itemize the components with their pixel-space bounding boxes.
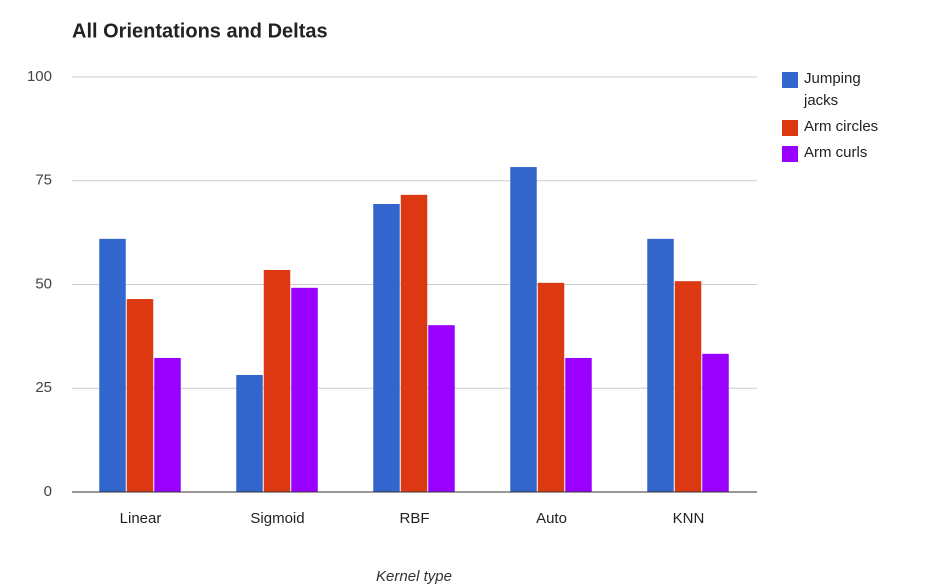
bar — [400, 194, 428, 493]
legend-swatch — [782, 146, 798, 162]
bar — [674, 281, 702, 492]
y-tick-label: 25 — [35, 379, 52, 396]
y-tick-label: 50 — [35, 275, 52, 292]
legend-swatch — [782, 72, 798, 88]
legend-swatch — [782, 120, 798, 136]
legend-label: Arm curls — [804, 144, 868, 161]
x-axis-title: Kernel type — [376, 568, 452, 585]
bar — [565, 357, 592, 492]
x-tick-label: Auto — [536, 510, 567, 527]
legend-item: Arm circles — [782, 118, 922, 138]
legend: Jumping jacks Arm circles Arm curls — [782, 70, 922, 170]
bar — [373, 203, 400, 493]
bar — [263, 269, 291, 492]
bar — [537, 282, 565, 492]
x-tick-label: RBF — [400, 510, 430, 527]
bar — [428, 325, 455, 492]
bar — [236, 374, 263, 492]
legend-label: Arm circles — [804, 118, 879, 135]
x-tick-label: Linear — [120, 510, 162, 527]
bar — [126, 299, 154, 492]
y-tick-label: 100 — [27, 68, 52, 85]
bar — [154, 357, 181, 492]
bar — [291, 287, 318, 492]
legend-label: Jumping jacks — [804, 70, 861, 109]
bar — [702, 353, 729, 492]
legend-item: Jumping jacks — [782, 70, 922, 112]
chart-title: All Orientations and Deltas — [72, 20, 328, 42]
bar — [510, 167, 537, 492]
bar — [647, 238, 674, 492]
bar — [99, 238, 126, 492]
x-tick-label: KNN — [673, 510, 705, 527]
legend-item: Arm curls — [782, 144, 922, 164]
y-tick-label: 75 — [35, 172, 52, 189]
y-tick-label: 0 — [44, 483, 52, 500]
x-tick-label: Sigmoid — [250, 510, 304, 527]
